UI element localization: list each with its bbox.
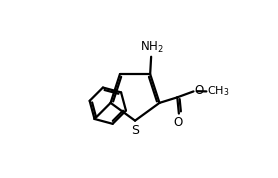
Text: CH$_3$: CH$_3$ [207,84,229,98]
Text: NH$_2$: NH$_2$ [140,40,164,55]
Text: O: O [173,116,183,129]
Text: O: O [195,84,204,97]
Text: S: S [131,124,139,137]
